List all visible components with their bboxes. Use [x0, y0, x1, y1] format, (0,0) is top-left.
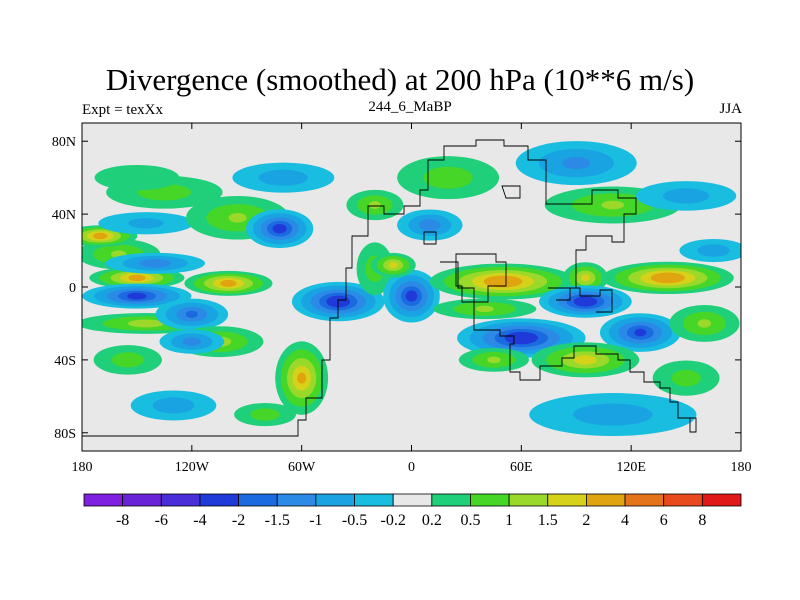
colorbar-swatch	[586, 493, 626, 507]
contour-region	[650, 272, 685, 284]
coastline	[455, 253, 507, 303]
contour-region	[423, 166, 473, 189]
x-tick-label: 0	[408, 460, 415, 475]
contour-region	[671, 369, 701, 387]
colorbar-label: 1.5	[538, 512, 558, 529]
contour-region	[369, 201, 381, 209]
contour-region	[562, 157, 590, 170]
contour-region	[250, 408, 280, 421]
colorbar-swatch	[470, 493, 510, 507]
colorbar-label: -8	[116, 512, 129, 529]
contour-region	[573, 403, 653, 426]
colorbar-swatch	[663, 493, 703, 507]
contour-region	[475, 305, 494, 313]
colorbar-swatch	[701, 493, 742, 507]
contour-region	[111, 352, 144, 368]
x-tick-label: 120W	[175, 460, 210, 475]
colorbar-label: -2	[232, 512, 245, 529]
coastline	[82, 139, 637, 437]
colorbar-label: -6	[155, 512, 168, 529]
contour-region	[634, 328, 647, 337]
contour-region	[573, 296, 598, 307]
colorbar-label: -1	[309, 512, 322, 529]
contour-region	[405, 290, 418, 302]
contour-region	[94, 164, 180, 191]
colorbar-label: 1	[505, 512, 513, 529]
contour-region	[185, 310, 198, 318]
y-tick-label: 80S	[54, 427, 76, 442]
colorbar-swatch	[160, 493, 201, 507]
contour-region	[139, 258, 171, 268]
colorbar-swatch	[315, 493, 355, 507]
contour-region	[581, 274, 590, 282]
x-tick-label: 120E	[616, 460, 646, 475]
colorbar-label: -0.2	[381, 512, 406, 529]
contour-region	[487, 356, 501, 364]
y-tick-label: 80N	[52, 135, 76, 150]
contour-region	[419, 219, 441, 231]
contour-region	[574, 355, 597, 365]
colorbar-swatch	[354, 493, 394, 507]
season-label: JJA	[719, 101, 742, 117]
contour-region	[388, 261, 398, 269]
coastline	[501, 185, 521, 199]
contour-region	[662, 188, 710, 204]
colorbar-swatch	[199, 493, 239, 507]
coastline	[440, 261, 697, 433]
colorbar-swatch	[547, 493, 587, 507]
x-tick-label: 60E	[510, 460, 533, 475]
y-tick-label: 40N	[52, 208, 76, 223]
plot-area	[81, 122, 742, 452]
colorbar: -8 -6 -4 -2 -1.5 -1 -0.5 -0.2 0.2 0.5 1 1.5 2 4 6 8	[83, 493, 742, 529]
contour-region	[258, 169, 309, 186]
colorbar-label: 6	[660, 512, 668, 529]
colorbar-swatch	[122, 493, 162, 507]
experiment-label: Expt = texXx	[82, 102, 163, 118]
contour-region	[504, 331, 538, 345]
contour-region	[483, 275, 523, 288]
colorbar-label: -1.5	[265, 512, 290, 529]
colorbar-label: 0.2	[422, 512, 442, 529]
contour-region	[697, 244, 730, 257]
contour-region	[127, 292, 147, 300]
x-tick-label: 180	[72, 460, 93, 475]
contour-region	[93, 232, 108, 240]
colorbar-swatch	[431, 493, 471, 507]
colorbar-swatch	[624, 493, 665, 507]
contour-region	[128, 218, 164, 229]
x-tick-label: 180	[731, 460, 752, 475]
contour-region	[152, 397, 195, 414]
colorbar-label: -4	[193, 512, 206, 529]
contour-region	[182, 337, 202, 347]
x-tick-label: 60W	[288, 460, 316, 475]
contour-region	[272, 223, 287, 234]
colorbar-label: -0.5	[342, 512, 367, 529]
contour-region	[228, 212, 247, 223]
colorbar-label: 2	[582, 512, 590, 529]
colorbar-swatch	[83, 493, 124, 507]
run-label: 244_6_MaBP	[368, 99, 452, 115]
contour-region	[697, 319, 712, 328]
colorbar-swatch	[392, 493, 433, 507]
chart-title: Divergence (smoothed) at 200 hPa (10**6 …	[105, 62, 695, 97]
colorbar-swatch	[238, 493, 278, 507]
colorbar-label: 0.5	[460, 512, 480, 529]
y-tick-label: 0	[69, 281, 76, 296]
contour-region	[220, 279, 237, 287]
axis-ticks: 180 120W 60W 0 60E 120E 180 80N 40N 0 40S 80S	[52, 123, 752, 475]
contour-region	[297, 372, 307, 384]
colorbar-label: 8	[698, 512, 706, 529]
coastline	[423, 231, 437, 245]
contour-region	[128, 274, 146, 282]
colorbar-label: 4	[621, 512, 629, 529]
coastline	[548, 287, 613, 313]
y-tick-label: 40S	[54, 354, 76, 369]
colorbar-swatch	[508, 493, 549, 507]
colorbar-swatch	[276, 493, 317, 507]
contour-region	[601, 200, 625, 210]
contour-region	[128, 319, 165, 328]
